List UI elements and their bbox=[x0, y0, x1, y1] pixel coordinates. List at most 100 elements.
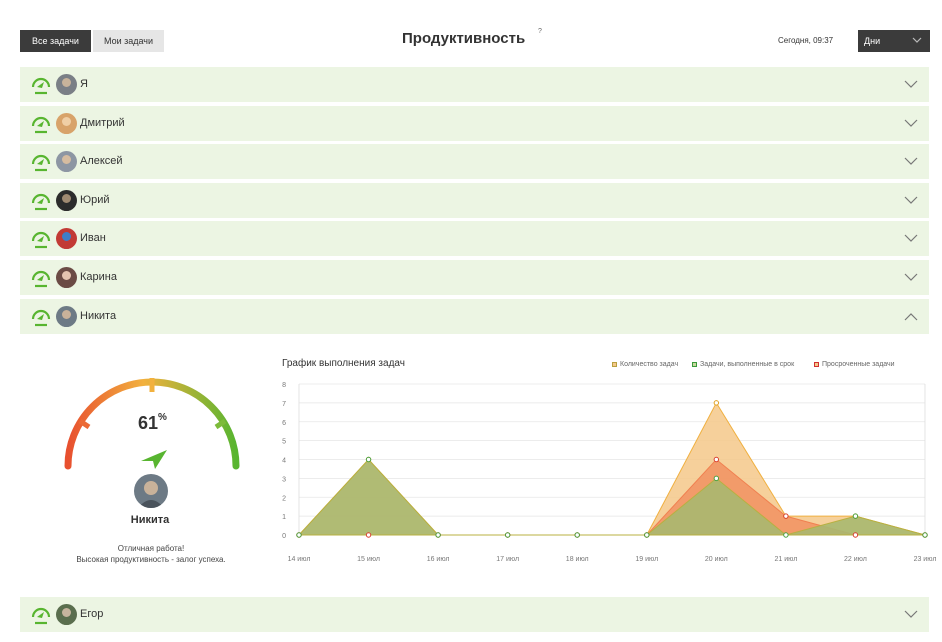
data-point-overdue bbox=[713, 456, 720, 463]
user-name: Иван bbox=[80, 232, 106, 244]
chevron-down-icon[interactable] bbox=[904, 196, 918, 205]
user-name: Егор bbox=[80, 608, 104, 620]
chevron-down-icon[interactable] bbox=[904, 273, 918, 282]
chart-title: График выполнения задач bbox=[282, 358, 405, 369]
user-name: Карина bbox=[80, 271, 117, 283]
top-bar: Все задачи Мои задачи Продуктивность ? С… bbox=[0, 0, 942, 64]
data-point-ontime bbox=[852, 513, 859, 519]
legend-swatch-total bbox=[612, 362, 617, 367]
y-tick-label: 2 bbox=[282, 495, 286, 502]
avatar bbox=[56, 113, 77, 134]
data-point-total bbox=[713, 400, 720, 406]
user-name: Я bbox=[80, 78, 88, 90]
chevron-down-icon[interactable] bbox=[904, 234, 918, 243]
legend-label-ontime: Задачи, выполненные в срок bbox=[700, 361, 795, 368]
data-point-ontime bbox=[644, 532, 650, 538]
user-row[interactable]: Я bbox=[20, 67, 929, 102]
speedometer-icon bbox=[31, 231, 51, 249]
all-tasks-tab[interactable]: Все задачи bbox=[20, 30, 91, 52]
data-point-ontime bbox=[435, 532, 441, 538]
user-row[interactable]: Егор bbox=[20, 597, 929, 632]
percent-sign: % bbox=[158, 412, 167, 423]
data-point-ontime bbox=[922, 532, 928, 538]
y-tick-label: 0 bbox=[282, 533, 286, 540]
user-name: Никита bbox=[80, 310, 117, 322]
period-select[interactable]: Дни bbox=[858, 30, 930, 52]
productivity-gauge bbox=[64, 378, 240, 470]
help-icon[interactable]: ? bbox=[538, 28, 542, 35]
data-point-ontime bbox=[783, 532, 789, 538]
data-point-ontime bbox=[296, 532, 302, 538]
speedometer-icon bbox=[31, 77, 51, 95]
chevron-down-icon bbox=[912, 37, 922, 43]
chevron-down-icon[interactable] bbox=[904, 80, 918, 89]
user-row[interactable]: Карина bbox=[20, 260, 929, 295]
tasks-chart: 0 1 2 3 4 5 6 7 8 14 июл 15 июл 16 июл 17 июл 18 июл 1… bbox=[282, 382, 936, 563]
y-tick-label: 3 bbox=[282, 476, 286, 483]
legend-swatch-ontime bbox=[692, 362, 697, 367]
avatar bbox=[56, 151, 77, 172]
user-row[interactable]: Алексей bbox=[20, 144, 929, 179]
y-tick-label: 1 bbox=[282, 514, 286, 521]
chevron-down-icon[interactable] bbox=[904, 610, 918, 619]
speedometer-icon bbox=[31, 270, 51, 288]
data-point-ontime bbox=[504, 532, 511, 538]
avatar bbox=[56, 306, 77, 327]
y-tick-label: 5 bbox=[282, 439, 286, 446]
feedback-title: Отличная работа! bbox=[117, 544, 185, 553]
x-tick-label: 18 июл bbox=[566, 556, 589, 563]
productivity-percent: 61% bbox=[138, 412, 167, 433]
data-point-ontime bbox=[574, 532, 580, 538]
avatar bbox=[56, 74, 77, 95]
chevron-up-icon[interactable] bbox=[904, 312, 918, 321]
speedometer-icon bbox=[31, 116, 51, 134]
legend-label-total: Количество задач bbox=[620, 361, 679, 368]
legend-label-overdue: Просроченные задачи bbox=[822, 361, 895, 368]
x-tick-label: 22 июл bbox=[844, 556, 867, 563]
y-tick-label: 4 bbox=[282, 458, 286, 465]
legend-ontime[interactable]: Задачи, выполненные в срок bbox=[692, 361, 794, 368]
user-row[interactable]: Юрий bbox=[20, 183, 929, 218]
user-row[interactable]: Иван bbox=[20, 221, 929, 256]
data-point-overdue bbox=[852, 532, 859, 538]
x-tick-label: 16 июл bbox=[427, 556, 450, 563]
current-datetime: Сегодня, 09:37 bbox=[778, 36, 834, 45]
avatar bbox=[56, 190, 77, 211]
x-tick-label: 19 июл bbox=[635, 556, 658, 563]
chevron-down-icon[interactable] bbox=[904, 157, 918, 166]
user-name: Алексей bbox=[80, 155, 123, 167]
speedometer-icon bbox=[31, 309, 51, 327]
speedometer-icon bbox=[31, 607, 51, 625]
data-point-overdue bbox=[783, 513, 789, 519]
chevron-down-icon[interactable] bbox=[904, 119, 918, 128]
feedback-text: Высокая продуктивность - залог успеха. bbox=[76, 555, 226, 564]
user-detail-panel: 61% Никита Отличная работа! Высокая прод… bbox=[20, 338, 936, 588]
data-point-ontime bbox=[713, 475, 720, 482]
y-tick-label: 6 bbox=[282, 420, 286, 427]
speedometer-icon bbox=[31, 154, 51, 172]
my-tasks-tab[interactable]: Мои задачи bbox=[93, 30, 164, 52]
x-tick-label: 21 июл bbox=[774, 556, 797, 563]
y-tick-label: 8 bbox=[282, 382, 286, 389]
user-name: Дмитрий bbox=[80, 117, 125, 129]
legend-total[interactable]: Количество задач bbox=[612, 361, 678, 368]
legend-swatch-overdue bbox=[814, 362, 819, 367]
legend-overdue[interactable]: Просроченные задачи bbox=[814, 361, 895, 368]
x-tick-label: 17 июл bbox=[496, 556, 519, 563]
y-tick-label: 7 bbox=[282, 401, 286, 408]
data-point-overdue bbox=[365, 532, 372, 538]
speedometer-icon bbox=[31, 193, 51, 211]
x-tick-label: 14 июл bbox=[288, 556, 311, 563]
period-select-value: Дни bbox=[864, 36, 881, 46]
x-tick-label: 20 июл bbox=[705, 556, 728, 563]
page-title: Продуктивность bbox=[402, 30, 526, 47]
avatar bbox=[56, 604, 77, 625]
x-tick-label: 23 июл bbox=[914, 556, 937, 563]
gauge-needle-icon bbox=[141, 450, 167, 469]
avatar bbox=[134, 474, 168, 508]
avatar bbox=[56, 228, 77, 249]
user-name: Никита bbox=[130, 514, 170, 526]
user-row[interactable]: Дмитрий bbox=[20, 106, 929, 141]
data-point-ontime bbox=[365, 456, 372, 463]
user-row[interactable]: Никита bbox=[20, 299, 929, 334]
